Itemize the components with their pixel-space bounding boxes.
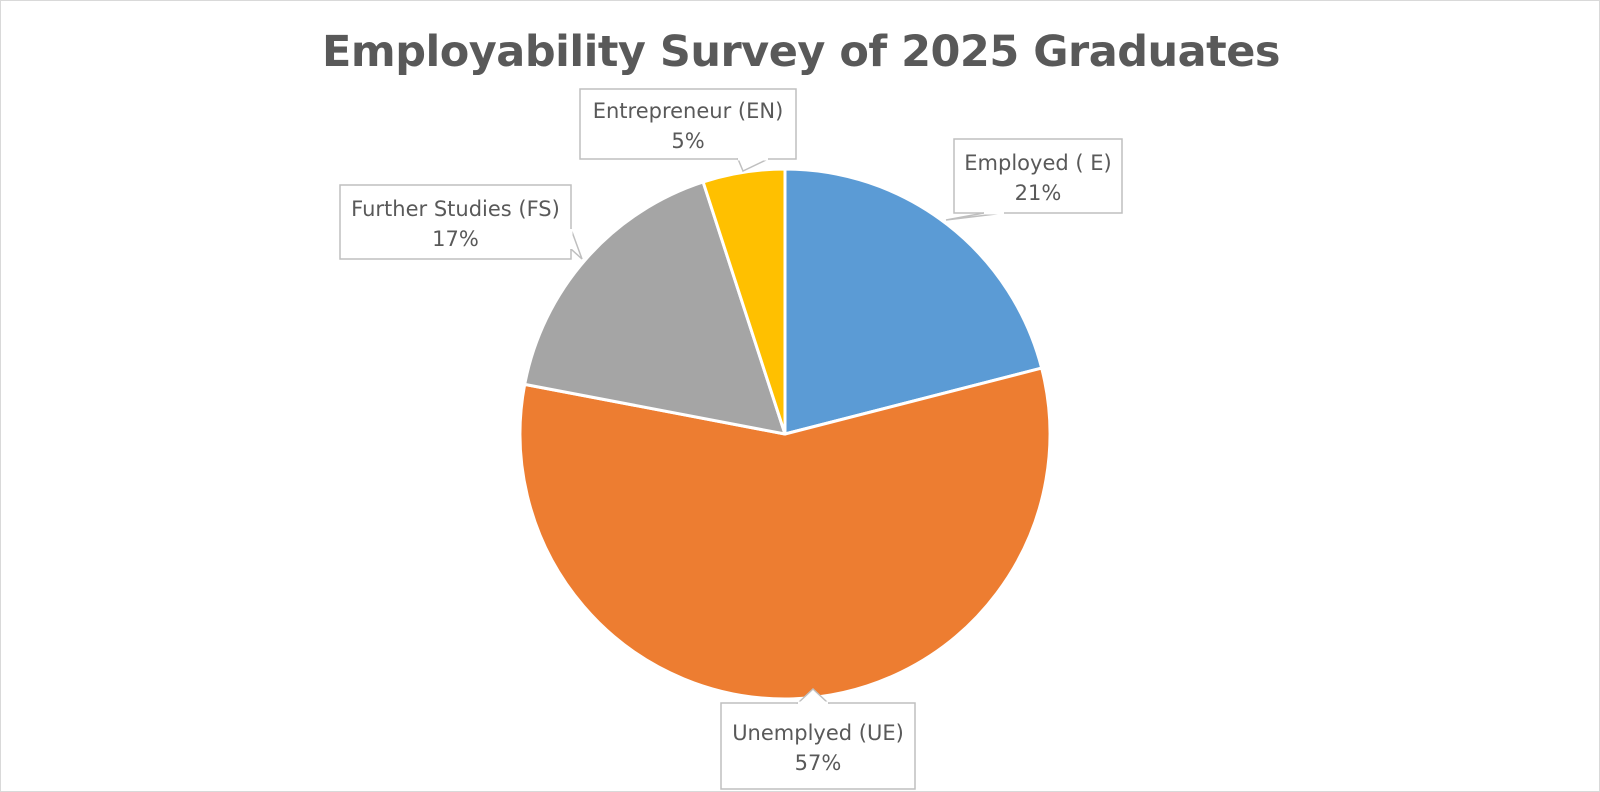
data-label-callout: Further Studies (FS) 17% [339,184,583,260]
slice-category-label: Employed ( E) [964,151,1111,175]
slice-category-label: Further Studies (FS) [351,197,560,221]
chart-title: Employability Survey of 2025 Graduates [322,27,1280,77]
pie-slices [518,167,1052,701]
callout-box [339,184,572,260]
data-label-callout: Entrepreneur (EN) 5% [579,88,797,173]
data-label-callout: Unemplyed (UE) 57% [720,687,916,790]
slice-value-label: 21% [1015,181,1062,205]
callout-box [720,702,916,790]
callout-box [953,138,1123,214]
data-label-callout: Employed ( E) 21% [945,138,1123,221]
slice-value-label: 5% [671,129,704,153]
callout-pointer [570,228,583,260]
slice-value-label: 57% [795,751,842,775]
pie-slice [523,180,787,436]
slice-category-label: Entrepreneur (EN) [593,99,784,123]
pie-slice [518,366,1052,701]
slice-category-label: Unemplyed (UE) [732,721,904,745]
callout-box [579,88,797,160]
pie-slice [783,167,1044,436]
pie-slice [701,167,787,436]
slice-value-label: 17% [432,227,479,251]
